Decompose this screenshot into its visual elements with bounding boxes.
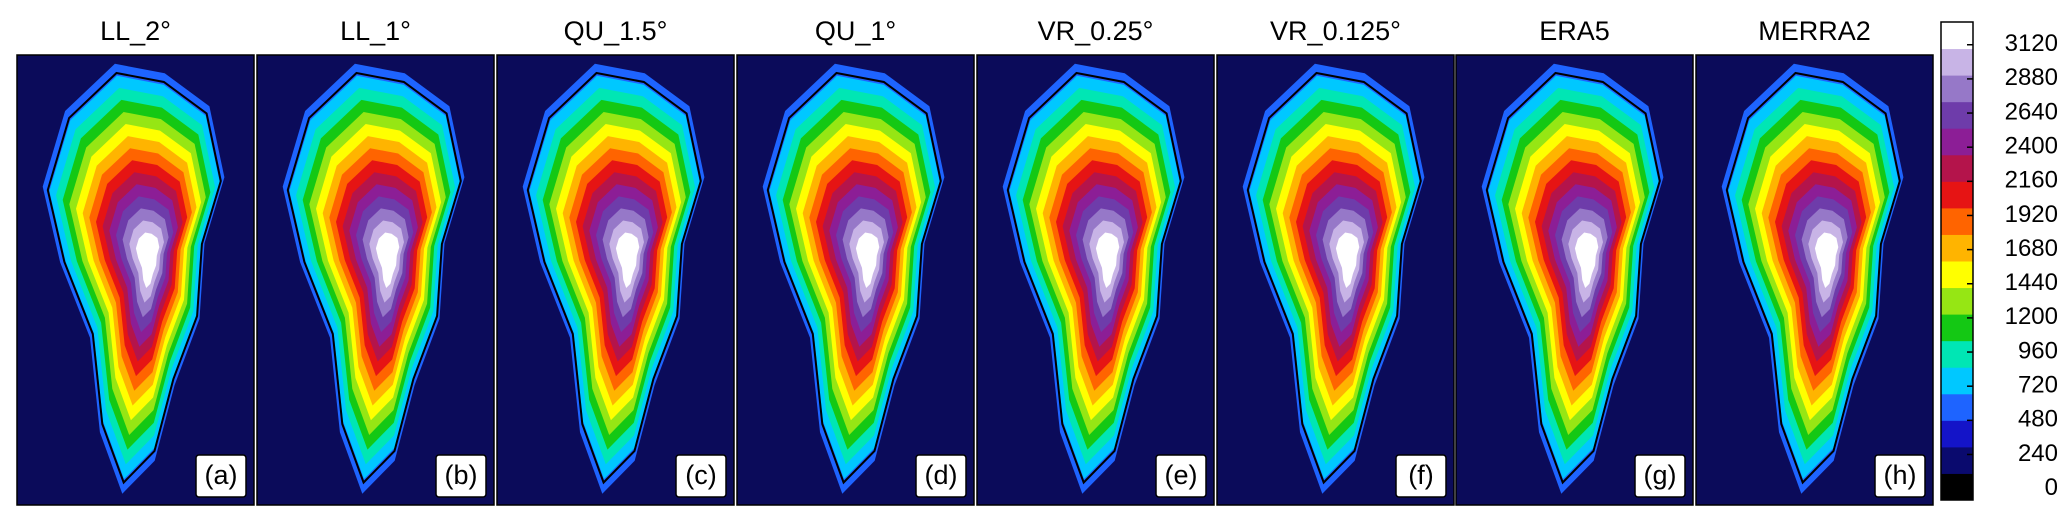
map-panel [736, 54, 975, 506]
colorbar-tick-label: 1200 [2005, 303, 2058, 330]
map-panel [256, 54, 495, 506]
coastline [766, 71, 942, 485]
panel-label: (c) [685, 460, 716, 490]
panel-title: LL_2° [100, 16, 171, 46]
panel-label: (f) [1408, 460, 1433, 490]
colorbar-tick-label: 2160 [2005, 167, 2058, 194]
panel-title: QU_1.5° [564, 16, 668, 46]
colorbar-band [1941, 340, 1973, 368]
coastline [1246, 71, 1422, 485]
colorbar-band [1941, 473, 1973, 501]
colorbar-tick-label: 720 [2018, 372, 2058, 399]
panel-title: MERRA2 [1758, 16, 1871, 46]
colorbar-band [1941, 101, 1973, 129]
colorbar-band [1941, 393, 1973, 421]
panel-label-box [1395, 454, 1447, 498]
colorbar-band [1941, 367, 1973, 395]
colorbar-band [1941, 128, 1973, 156]
panel-label-box [1155, 454, 1207, 498]
colorbar-band [1941, 446, 1973, 474]
colorbar-tick-label: 0 [2045, 474, 2058, 501]
elevation-contour [375, 232, 400, 288]
map-panel [976, 54, 1215, 506]
colorbar-band [1941, 287, 1973, 315]
coastline [46, 71, 222, 485]
coastline [1725, 71, 1901, 485]
panel-title: VR_0.25° [1038, 16, 1154, 46]
colorbar-tick-label: 480 [2018, 406, 2058, 433]
panel-title: ERA5 [1539, 16, 1610, 46]
elevation-contour [615, 232, 640, 288]
elevation-contour [855, 232, 880, 288]
panel-label: (g) [1644, 460, 1677, 490]
coastline [526, 71, 702, 485]
panel-label: (h) [1884, 460, 1917, 490]
colorbar-tick-label: 1920 [2005, 201, 2058, 228]
colorbar-tick-label: 2640 [2005, 98, 2058, 125]
elevation-contour [135, 232, 160, 288]
panel-title: LL_1° [340, 16, 411, 46]
colorbar-band [1941, 181, 1973, 209]
panel-label: (b) [445, 460, 478, 490]
colorbar-band [1941, 154, 1973, 182]
map-panel [1695, 54, 1934, 506]
panel-label: (a) [205, 460, 238, 490]
coastline [1485, 71, 1661, 485]
panel-label-box [195, 454, 247, 498]
panel-label-box [1874, 454, 1926, 498]
colorbar-tick-label: 1680 [2005, 235, 2058, 262]
elevation-contour [1814, 232, 1839, 288]
panel-label-box [675, 454, 727, 498]
colorbar-band [1941, 234, 1973, 262]
panel-title: VR_0.125° [1270, 16, 1401, 46]
colorbar-tick-label: 2880 [2005, 64, 2058, 91]
map-panel [1455, 54, 1694, 506]
map-panel [1216, 54, 1455, 506]
panel-title: QU_1° [815, 16, 896, 46]
colorbar-tick-label: 3120 [2005, 30, 2058, 57]
coastline [286, 71, 462, 485]
coastline [1006, 71, 1182, 485]
panel-label: (e) [1165, 460, 1198, 490]
colorbar-tick-label: 2400 [2005, 133, 2058, 160]
colorbar-frame [1940, 21, 1974, 501]
colorbar-tick-label: 1440 [2005, 269, 2058, 296]
elevation-contour [1335, 232, 1360, 288]
map-panel [496, 54, 735, 506]
colorbar-band [1941, 420, 1973, 448]
elevation-contour [1574, 232, 1599, 288]
panel-label-box [915, 454, 967, 498]
colorbar-tick-label: 960 [2018, 337, 2058, 364]
colorbar-band [1941, 207, 1973, 235]
colorbar-band [1941, 48, 1973, 76]
panel-label-box [1634, 454, 1686, 498]
map-panel [16, 54, 255, 506]
panel-label: (d) [925, 460, 958, 490]
elevation-contour [1095, 232, 1120, 288]
panel-label-box [435, 454, 487, 498]
colorbar-tick-label: 240 [2018, 440, 2058, 467]
